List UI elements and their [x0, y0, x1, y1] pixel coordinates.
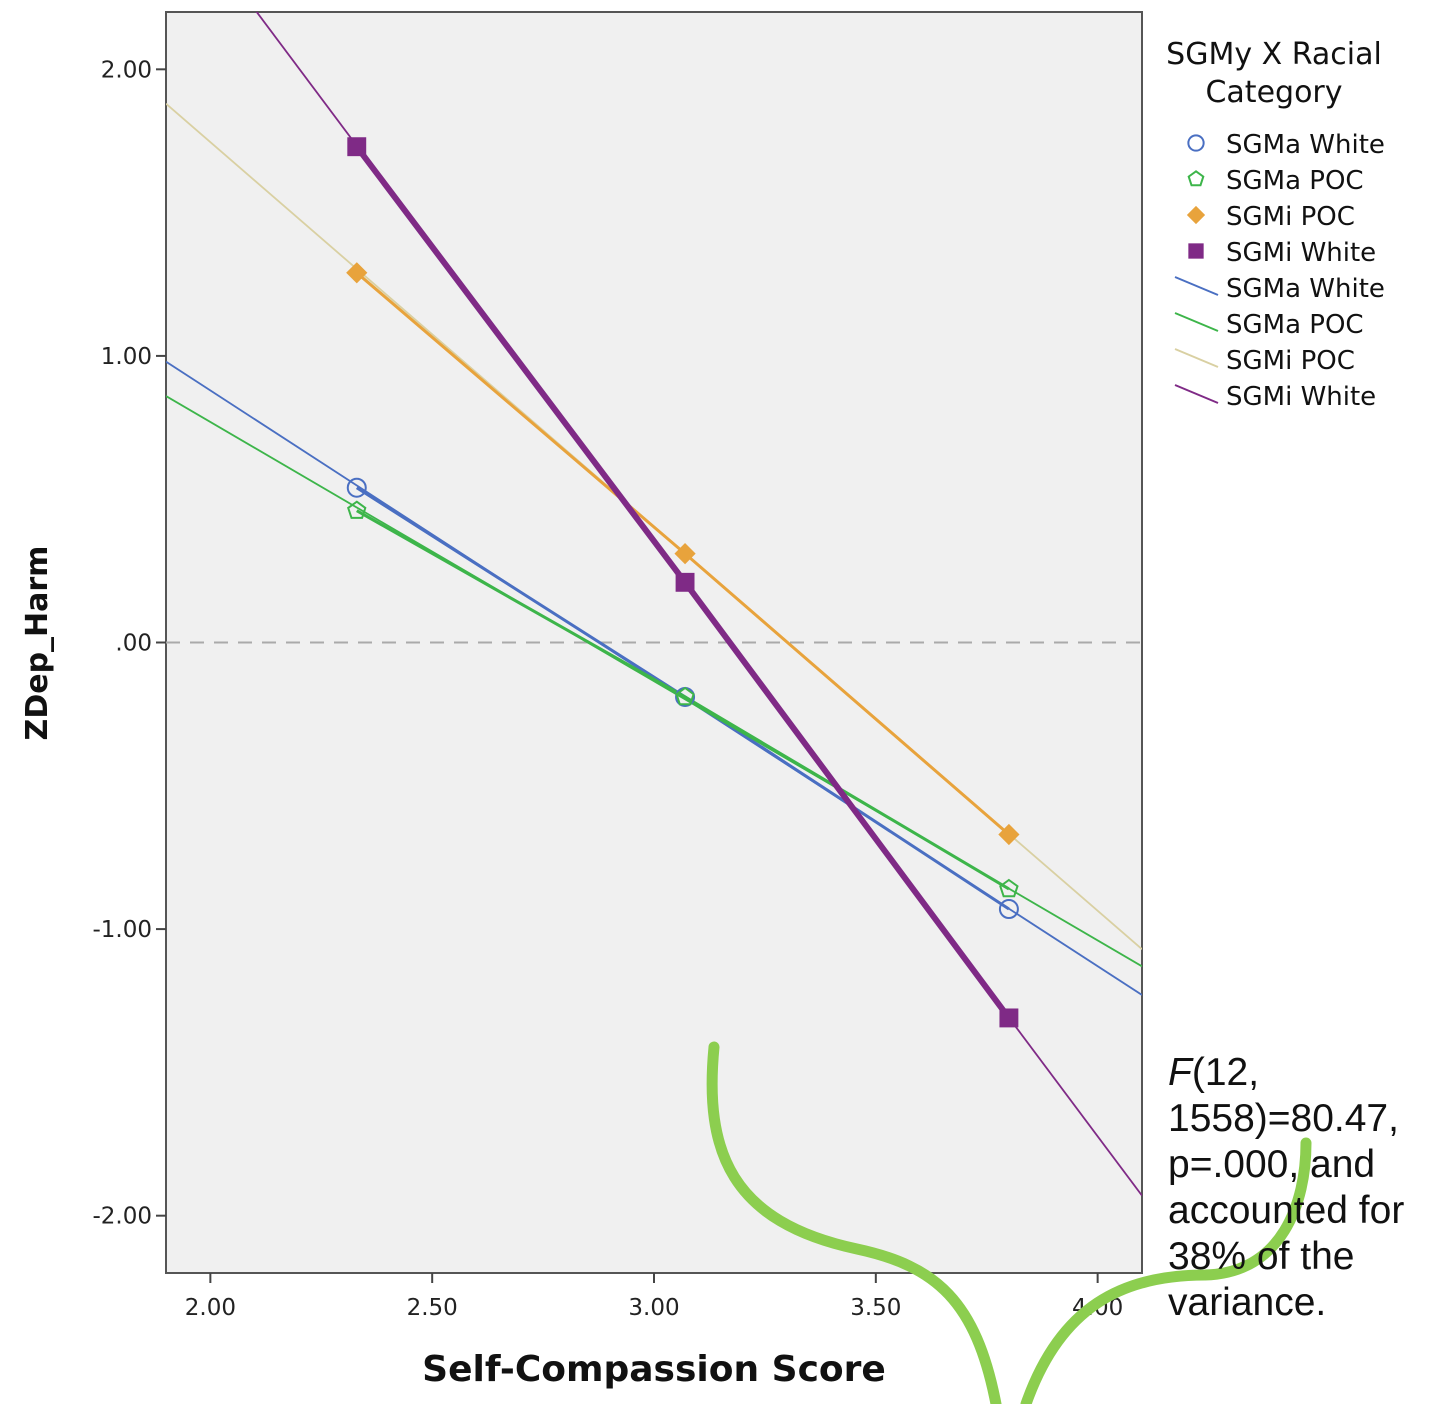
f-statistic-symbol: F [1168, 1051, 1192, 1094]
data-point-sgmi-poc [346, 262, 368, 284]
data-point-sgma-poc [347, 500, 367, 519]
x-tick-label: 2.50 [407, 1295, 458, 1321]
data-point-sgmi-white [347, 137, 367, 157]
data-point-sgmi-white [999, 1008, 1019, 1028]
y-tick-label: -1.00 [92, 917, 152, 943]
legend-label: SGMa White [1226, 274, 1385, 304]
legend-label: SGMi POC [1226, 202, 1355, 232]
legend-marker-sgmi-white [1188, 243, 1204, 259]
legend-marker-sgmi-poc [1186, 205, 1206, 225]
legend-marker-sgma-white [1187, 134, 1205, 152]
series-line-sgma-poc [356, 509, 1010, 891]
legend-line-sgmi-poc [1174, 348, 1219, 368]
legend-title-line-1: SGMy X Racial [1166, 37, 1382, 72]
data-point-sgma-white [998, 899, 1019, 920]
x-tick-label: 2.00 [185, 1295, 236, 1321]
data-point-sgma-poc [675, 686, 695, 706]
legend-label: SGMa POC [1226, 310, 1364, 340]
y-tick-label: .00 [115, 631, 152, 657]
legend-label: SGMa White [1226, 130, 1385, 160]
statistics-text: (12, 1558)=80.47, p=.000, and accounted … [1168, 1051, 1405, 1324]
statistics-annotation: F(12, 1558)=80.47, p=.000, and accounted… [1168, 1050, 1440, 1326]
curly-brace [706, 1041, 1312, 1404]
y-tick-label: 1.00 [101, 344, 152, 370]
data-point-sgmi-poc [674, 543, 696, 565]
legend-line-sgma-white [1174, 276, 1219, 296]
legend-marker-sgma-poc [1187, 170, 1205, 187]
x-tick-label: 3.50 [850, 1295, 901, 1321]
legend-line-sgmi-white [1174, 384, 1219, 404]
x-tick-label: 3.00 [628, 1295, 679, 1321]
data-point-sgmi-white [675, 572, 695, 592]
data-point-sgma-white [346, 477, 367, 498]
legend-label: SGMi White [1226, 238, 1376, 268]
data-markers [346, 137, 1020, 1028]
y-tick-label: 2.00 [101, 57, 152, 83]
legend-line-sgma-poc [1174, 312, 1219, 332]
y-axis: 2.00 1.00 .00 -1.00 -2.00 [92, 57, 166, 1230]
x-axis: 2.00 2.50 3.00 3.50 4.00 [185, 1273, 1123, 1321]
y-axis-title: ZDep_Harm [20, 546, 55, 741]
legend-title-line-2: Category [1205, 75, 1342, 110]
y-tick-label: -2.00 [92, 1204, 152, 1230]
legend-entries: SGMa White SGMa POC SGMi POC SGMi White SGMa… [1174, 130, 1385, 412]
legend: SGMy X Racial Category SGMa White SGMa PO… [1166, 37, 1385, 412]
data-point-sgmi-poc [998, 823, 1020, 846]
x-axis-title: Self-Compassion Score [422, 1349, 886, 1390]
legend-label: SGMi White [1226, 382, 1376, 412]
data-point-sgma-poc [999, 878, 1019, 898]
legend-label: SGMa POC [1226, 166, 1364, 196]
legend-label: SGMi POC [1226, 346, 1355, 376]
